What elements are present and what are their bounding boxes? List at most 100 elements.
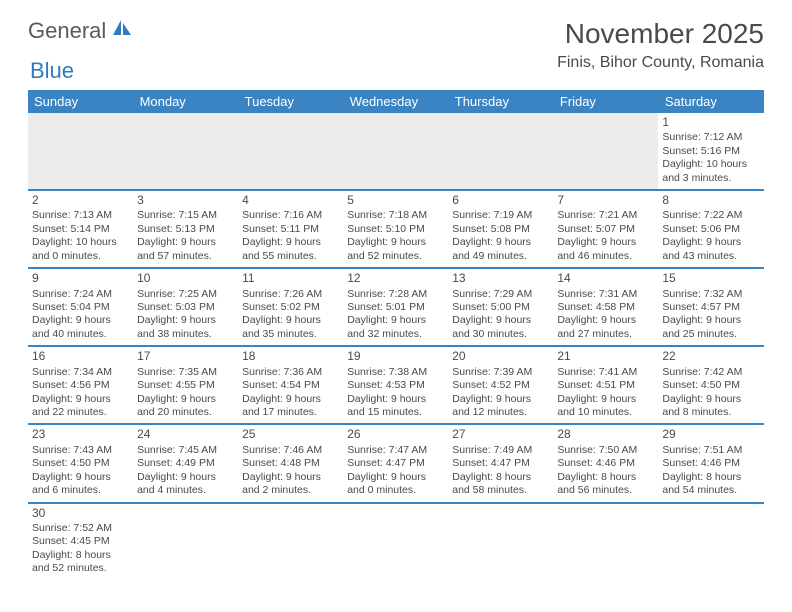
sunrise-line: Sunrise: 7:51 AM bbox=[662, 444, 759, 457]
day-number: 14 bbox=[557, 271, 654, 286]
sunset-line: Sunset: 5:06 PM bbox=[662, 223, 759, 236]
daylight-line-2: and 12 minutes. bbox=[452, 406, 549, 419]
day-number: 10 bbox=[137, 271, 234, 286]
day-header: Saturday bbox=[658, 90, 763, 113]
day-cell: 13Sunrise: 7:29 AMSunset: 5:00 PMDayligh… bbox=[448, 268, 553, 346]
daylight-line-1: Daylight: 9 hours bbox=[347, 471, 444, 484]
daylight-line-2: and 4 minutes. bbox=[137, 484, 234, 497]
sunrise-line: Sunrise: 7:45 AM bbox=[137, 444, 234, 457]
week-row: 23Sunrise: 7:43 AMSunset: 4:50 PMDayligh… bbox=[28, 424, 764, 502]
week-row: 16Sunrise: 7:34 AMSunset: 4:56 PMDayligh… bbox=[28, 346, 764, 424]
day-number: 25 bbox=[242, 427, 339, 442]
daylight-line-1: Daylight: 9 hours bbox=[347, 236, 444, 249]
daylight-line-2: and 22 minutes. bbox=[32, 406, 129, 419]
sunset-line: Sunset: 5:11 PM bbox=[242, 223, 339, 236]
daylight-line-2: and 46 minutes. bbox=[557, 250, 654, 263]
daylight-line-2: and 8 minutes. bbox=[662, 406, 759, 419]
sunrise-line: Sunrise: 7:47 AM bbox=[347, 444, 444, 457]
sunrise-line: Sunrise: 7:13 AM bbox=[32, 209, 129, 222]
day-cell: 16Sunrise: 7:34 AMSunset: 4:56 PMDayligh… bbox=[28, 346, 133, 424]
sunset-line: Sunset: 4:46 PM bbox=[557, 457, 654, 470]
day-cell bbox=[448, 503, 553, 580]
day-number: 16 bbox=[32, 349, 129, 364]
daylight-line-2: and 32 minutes. bbox=[347, 328, 444, 341]
daylight-line-1: Daylight: 9 hours bbox=[242, 236, 339, 249]
month-title: November 2025 bbox=[557, 18, 764, 50]
day-header: Monday bbox=[133, 90, 238, 113]
sunset-line: Sunset: 5:10 PM bbox=[347, 223, 444, 236]
daylight-line-1: Daylight: 9 hours bbox=[452, 393, 549, 406]
day-number: 9 bbox=[32, 271, 129, 286]
day-number: 12 bbox=[347, 271, 444, 286]
day-header: Friday bbox=[553, 90, 658, 113]
day-header: Wednesday bbox=[343, 90, 448, 113]
day-number: 4 bbox=[242, 193, 339, 208]
day-number: 20 bbox=[452, 349, 549, 364]
day-number: 26 bbox=[347, 427, 444, 442]
daylight-line-2: and 0 minutes. bbox=[32, 250, 129, 263]
daylight-line-2: and 57 minutes. bbox=[137, 250, 234, 263]
day-cell bbox=[448, 113, 553, 190]
logo-accent: Blue bbox=[30, 58, 74, 83]
daylight-line-1: Daylight: 9 hours bbox=[347, 393, 444, 406]
daylight-line-1: Daylight: 9 hours bbox=[242, 393, 339, 406]
day-cell: 26Sunrise: 7:47 AMSunset: 4:47 PMDayligh… bbox=[343, 424, 448, 502]
day-cell: 12Sunrise: 7:28 AMSunset: 5:01 PMDayligh… bbox=[343, 268, 448, 346]
day-number: 11 bbox=[242, 271, 339, 286]
day-cell: 7Sunrise: 7:21 AMSunset: 5:07 PMDaylight… bbox=[553, 190, 658, 268]
daylight-line-1: Daylight: 9 hours bbox=[557, 236, 654, 249]
daylight-line-2: and 54 minutes. bbox=[662, 484, 759, 497]
sunset-line: Sunset: 4:55 PM bbox=[137, 379, 234, 392]
day-cell bbox=[28, 113, 133, 190]
sunrise-line: Sunrise: 7:16 AM bbox=[242, 209, 339, 222]
daylight-line-2: and 35 minutes. bbox=[242, 328, 339, 341]
daylight-line-2: and 6 minutes. bbox=[32, 484, 129, 497]
day-cell bbox=[238, 113, 343, 190]
sunrise-line: Sunrise: 7:35 AM bbox=[137, 366, 234, 379]
sunrise-line: Sunrise: 7:24 AM bbox=[32, 288, 129, 301]
day-cell: 3Sunrise: 7:15 AMSunset: 5:13 PMDaylight… bbox=[133, 190, 238, 268]
sunset-line: Sunset: 5:04 PM bbox=[32, 301, 129, 314]
day-number: 17 bbox=[137, 349, 234, 364]
sunrise-line: Sunrise: 7:19 AM bbox=[452, 209, 549, 222]
daylight-line-2: and 3 minutes. bbox=[662, 172, 759, 185]
daylight-line-1: Daylight: 9 hours bbox=[32, 393, 129, 406]
daylight-line-2: and 10 minutes. bbox=[557, 406, 654, 419]
day-number: 18 bbox=[242, 349, 339, 364]
sunset-line: Sunset: 5:14 PM bbox=[32, 223, 129, 236]
daylight-line-1: Daylight: 10 hours bbox=[662, 158, 759, 171]
sunrise-line: Sunrise: 7:49 AM bbox=[452, 444, 549, 457]
daylight-line-2: and 38 minutes. bbox=[137, 328, 234, 341]
day-header: Tuesday bbox=[238, 90, 343, 113]
day-cell: 30Sunrise: 7:52 AMSunset: 4:45 PMDayligh… bbox=[28, 503, 133, 580]
day-cell: 5Sunrise: 7:18 AMSunset: 5:10 PMDaylight… bbox=[343, 190, 448, 268]
sunset-line: Sunset: 5:08 PM bbox=[452, 223, 549, 236]
sunrise-line: Sunrise: 7:25 AM bbox=[137, 288, 234, 301]
daylight-line-1: Daylight: 8 hours bbox=[662, 471, 759, 484]
daylight-line-1: Daylight: 9 hours bbox=[137, 314, 234, 327]
day-header-row: Sunday Monday Tuesday Wednesday Thursday… bbox=[28, 90, 764, 113]
daylight-line-1: Daylight: 9 hours bbox=[452, 314, 549, 327]
day-number: 3 bbox=[137, 193, 234, 208]
daylight-line-1: Daylight: 9 hours bbox=[32, 471, 129, 484]
sunset-line: Sunset: 4:54 PM bbox=[242, 379, 339, 392]
week-row: 30Sunrise: 7:52 AMSunset: 4:45 PMDayligh… bbox=[28, 503, 764, 580]
sunrise-line: Sunrise: 7:50 AM bbox=[557, 444, 654, 457]
sunset-line: Sunset: 4:45 PM bbox=[32, 535, 129, 548]
day-cell: 22Sunrise: 7:42 AMSunset: 4:50 PMDayligh… bbox=[658, 346, 763, 424]
sunrise-line: Sunrise: 7:46 AM bbox=[242, 444, 339, 457]
day-cell: 10Sunrise: 7:25 AMSunset: 5:03 PMDayligh… bbox=[133, 268, 238, 346]
day-number: 21 bbox=[557, 349, 654, 364]
location: Finis, Bihor County, Romania bbox=[557, 54, 764, 72]
sunrise-line: Sunrise: 7:18 AM bbox=[347, 209, 444, 222]
day-cell bbox=[133, 503, 238, 580]
day-cell: 11Sunrise: 7:26 AMSunset: 5:02 PMDayligh… bbox=[238, 268, 343, 346]
day-number: 6 bbox=[452, 193, 549, 208]
daylight-line-1: Daylight: 9 hours bbox=[242, 314, 339, 327]
daylight-line-2: and 0 minutes. bbox=[347, 484, 444, 497]
daylight-line-1: Daylight: 9 hours bbox=[137, 471, 234, 484]
day-number: 22 bbox=[662, 349, 759, 364]
sunset-line: Sunset: 4:48 PM bbox=[242, 457, 339, 470]
day-cell: 2Sunrise: 7:13 AMSunset: 5:14 PMDaylight… bbox=[28, 190, 133, 268]
daylight-line-2: and 25 minutes. bbox=[662, 328, 759, 341]
